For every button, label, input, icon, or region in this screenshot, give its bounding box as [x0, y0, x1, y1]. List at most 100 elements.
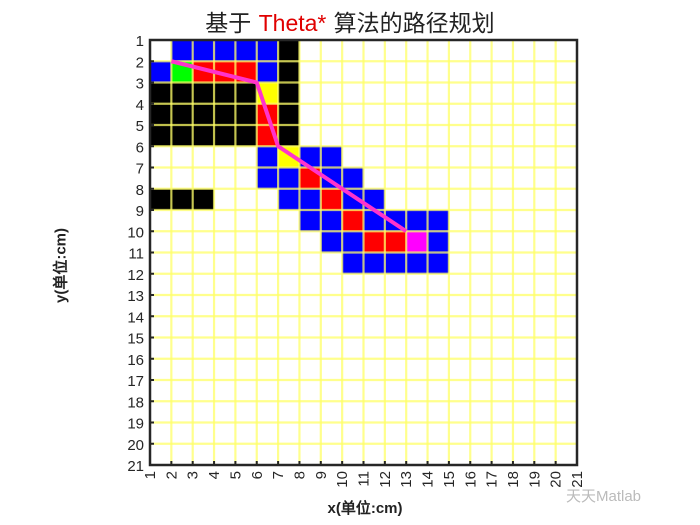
x-tick-label: 19	[526, 471, 543, 488]
cell-closed	[320, 188, 343, 210]
title-suffix: 算法的路径规划	[326, 11, 495, 37]
y-tick-label: 20	[127, 437, 144, 454]
x-tick-label: 15	[441, 471, 458, 488]
cell-open	[278, 188, 300, 210]
x-tick-label: 8	[291, 471, 308, 479]
cell-open	[427, 252, 449, 274]
cell-open	[171, 40, 193, 62]
cell-open	[256, 167, 279, 189]
cell-open	[427, 210, 449, 232]
y-tick-label: 21	[127, 458, 144, 475]
cell-obstacle	[171, 188, 193, 210]
y-axis-label: y(单位:cm)	[52, 228, 70, 304]
x-tick-label: 13	[398, 471, 415, 488]
cell-obstacle	[214, 125, 236, 147]
x-tick-label: 5	[227, 471, 244, 479]
y-tick-label: 15	[127, 331, 144, 348]
x-tick-label: 3	[185, 471, 202, 479]
x-tick-label: 14	[420, 471, 437, 488]
title-accent: Theta*	[258, 10, 327, 36]
cell-closed	[342, 210, 364, 232]
y-tick-label: 10	[127, 224, 144, 241]
cell-obstacle	[278, 103, 300, 125]
x-tick-label: 9	[313, 471, 330, 479]
y-tick-label: 3	[136, 76, 144, 93]
y-tick-label: 8	[136, 182, 144, 199]
cell-open	[150, 61, 172, 83]
cell-open	[299, 210, 321, 232]
x-tick-label: 6	[249, 471, 266, 479]
y-tick-label: 11	[128, 246, 144, 263]
cell-open	[427, 231, 449, 253]
cell-obstacle	[150, 188, 172, 210]
cell-open	[256, 40, 279, 62]
x-tick-label: 2	[163, 471, 180, 479]
cell-obstacle	[192, 125, 215, 147]
x-axis-label: x(单位:cm)	[327, 500, 403, 517]
path-line	[170, 59, 408, 233]
y-tick-label: 7	[136, 161, 144, 178]
y-tick-label: 12	[127, 267, 144, 284]
y-tick-label: 4	[136, 97, 144, 114]
cell-obstacle	[214, 82, 236, 104]
title-prefix: 基于	[205, 11, 259, 37]
y-tick-label: 16	[127, 352, 144, 369]
x-tick-label: 11	[356, 471, 373, 487]
cell-obstacle	[150, 125, 172, 147]
cell-obstacle	[235, 103, 257, 125]
cell-obstacle	[278, 40, 300, 62]
cell-open	[342, 231, 364, 253]
y-tick-label: 14	[127, 309, 144, 326]
cell-open	[320, 146, 343, 168]
x-tick-label: 21	[569, 471, 586, 488]
x-tick-label: 7	[270, 471, 287, 479]
cell-open	[342, 167, 364, 189]
cell-obstacle	[278, 82, 300, 104]
x-tick-label: 12	[377, 471, 394, 488]
x-tick-label: 10	[334, 471, 351, 488]
x-tick-label: 16	[462, 471, 479, 488]
cell-closed	[384, 231, 407, 253]
cell-closed	[363, 231, 385, 253]
x-tick-label: 4	[206, 471, 223, 479]
cell-obstacle	[171, 82, 193, 104]
y-tick-label: 2	[136, 54, 144, 71]
cell-goal	[406, 231, 428, 253]
cell-obstacle	[192, 82, 215, 104]
y-tick-label: 18	[127, 394, 144, 411]
x-tick-label: 20	[548, 471, 565, 488]
cell-open	[214, 40, 236, 62]
cell-obstacle	[192, 103, 215, 125]
cell-open	[256, 61, 279, 83]
chart-title: 基于 Theta* 算法的路径规划	[0, 4, 700, 38]
cell-obstacle	[235, 82, 257, 104]
y-tick-label: 1	[136, 33, 144, 50]
cell-open	[406, 210, 428, 232]
cell-obstacle	[278, 61, 300, 83]
cell-open	[278, 167, 300, 189]
y-tick-label: 6	[136, 139, 144, 156]
cell-open	[192, 40, 215, 62]
y-tick-label: 5	[136, 118, 144, 135]
cell-open	[256, 146, 279, 168]
cell-open	[299, 188, 321, 210]
y-tick-label: 9	[136, 203, 144, 220]
cell-open	[235, 40, 257, 62]
cell-obstacle	[278, 125, 300, 147]
y-tick-label: 19	[127, 416, 144, 433]
cell-obstacle	[171, 103, 193, 125]
x-tick-label: 1	[142, 471, 159, 479]
x-tick-label: 17	[484, 471, 501, 488]
x-tick-label: 18	[505, 471, 522, 488]
cell-obstacle	[150, 103, 172, 125]
watermark: 天天Matlab	[566, 488, 642, 505]
cell-obstacle	[171, 125, 193, 147]
cell-obstacle	[214, 103, 236, 125]
cell-obstacle	[192, 188, 215, 210]
cell-obstacle	[235, 125, 257, 147]
cell-open	[406, 252, 428, 274]
y-tick-label: 17	[127, 373, 144, 390]
cell-open	[363, 252, 385, 274]
cell-open	[342, 252, 364, 274]
